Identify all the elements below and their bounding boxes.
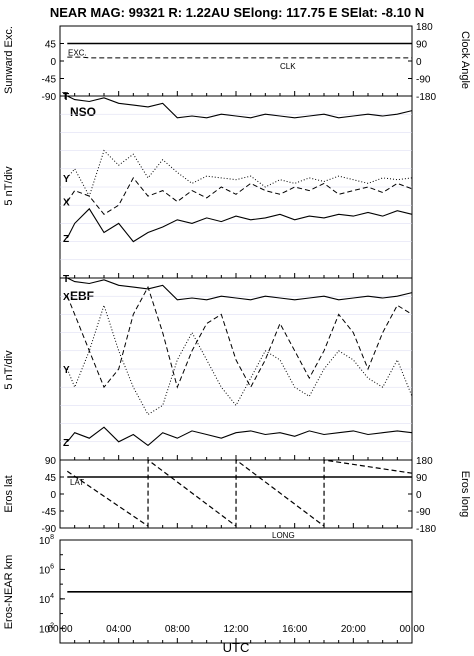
panel-frame-sunward xyxy=(59,25,413,97)
series-t-line xyxy=(67,95,413,119)
x-tick-label: 00:00 xyxy=(47,624,72,635)
y-tick-label-distance: 106 xyxy=(39,563,54,576)
y-tick-label-eros-long: -180 xyxy=(416,524,436,535)
y-tick-label-clock: -90 xyxy=(416,75,431,86)
series-y-line xyxy=(66,149,413,198)
y-tick-label-eros-long: -90 xyxy=(416,507,431,518)
y-tick-label-eros-lat: 90 xyxy=(45,456,57,467)
ylabel-nso: 5 nT/div xyxy=(3,166,15,206)
series-label-x: X xyxy=(63,198,70,209)
x-tick-label: 00:00 xyxy=(399,624,424,635)
ylabel-eros-lat: Eros lat xyxy=(3,475,15,512)
series-label-y: Y xyxy=(63,174,70,185)
series-clk-line xyxy=(67,56,412,59)
y-tick-label-distance: 104 xyxy=(39,593,54,606)
ylabel-eros-long: Eros long xyxy=(459,471,471,517)
series-z-line xyxy=(66,426,413,447)
y-tick-label-distance: 102 xyxy=(39,622,54,635)
y-tick-label-clock: 0 xyxy=(416,57,422,68)
x-tick-label: 08:00 xyxy=(165,624,190,635)
y-tick-label-sunward: 45 xyxy=(45,40,57,51)
y-tick-label-eros-lat: -90 xyxy=(42,524,57,535)
ylabel-distance: Eros-NEAR km xyxy=(3,555,15,630)
xaxis-title: UTC xyxy=(223,640,250,655)
y-tick-label-sunward: 0 xyxy=(50,57,56,68)
series-label-y: Y xyxy=(63,365,70,376)
y-tick-label-clock: 180 xyxy=(416,22,433,33)
y-tick-label-distance: 108 xyxy=(39,534,54,547)
y-tick-label-eros-long: 90 xyxy=(416,473,428,484)
y-tick-label-eros-long: 0 xyxy=(416,490,422,501)
y-tick-label-clock: 90 xyxy=(416,40,428,51)
x-tick-label: 04:00 xyxy=(106,624,131,635)
series-label-t: T xyxy=(63,274,69,285)
y-tick-label-sunward: -45 xyxy=(42,75,57,86)
series-label-exc: EXC. xyxy=(68,49,87,58)
y-tick-label-sunward: -90 xyxy=(42,92,57,103)
y-tick-label-eros-long: 180 xyxy=(416,456,433,467)
series-label-clk: CLK xyxy=(280,62,296,71)
series-label-z: Z xyxy=(63,438,69,449)
figure-title: NEAR MAG: 99321 R: 1.22AU SElong: 117.75… xyxy=(50,5,424,20)
y-tick-label-eros-lat: -45 xyxy=(42,507,57,518)
series-y-line xyxy=(66,303,413,416)
x-tick-label: 20:00 xyxy=(341,624,366,635)
series-long-line xyxy=(66,458,413,528)
x-tick-label: 16:00 xyxy=(282,624,307,635)
x-tick-label: 12:00 xyxy=(223,624,248,635)
y-tick-label-eros-lat: 0 xyxy=(50,490,56,501)
series-label-x: X xyxy=(63,292,70,303)
series-x-line xyxy=(66,176,413,215)
sunward-t-label: T xyxy=(62,91,68,102)
y-tick-label-eros-lat: 45 xyxy=(45,473,57,484)
ylabel-ebf: 5 nT/div xyxy=(3,350,15,390)
series-t-line xyxy=(67,277,413,301)
series-label-t: T xyxy=(63,92,69,103)
series-x-line xyxy=(66,285,413,389)
series-label-long: LONG xyxy=(272,531,295,540)
panel-title-nso: NSO xyxy=(70,105,96,119)
series-label-z: Z xyxy=(63,234,69,245)
series-label-lat: LAT xyxy=(70,478,84,487)
series-z-line xyxy=(66,207,413,243)
ylabel-clock: Clock Angle xyxy=(459,31,471,89)
ylabel-sunward: Sunward Exc. xyxy=(3,26,15,94)
y-tick-label-clock: -180 xyxy=(416,92,436,103)
